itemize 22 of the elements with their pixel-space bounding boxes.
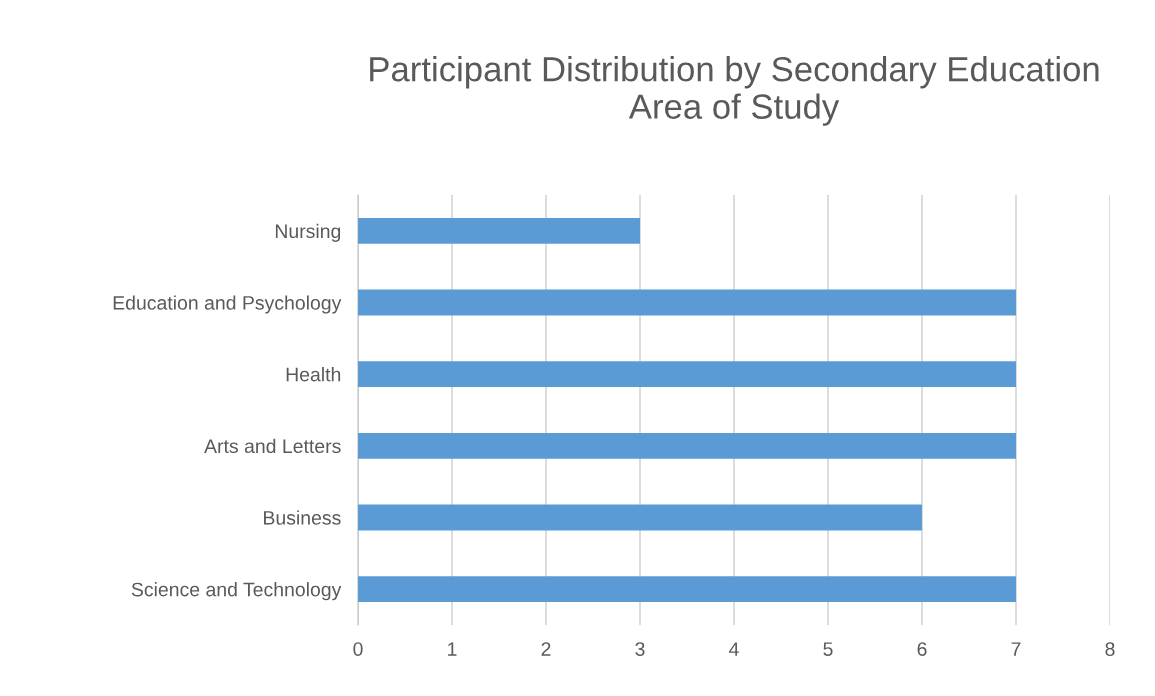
y-tick-label: Business — [264, 510, 341, 525]
x-tick-label: 1 — [448, 642, 457, 656]
y-tick-label: Health — [286, 367, 341, 382]
x-tick-label: 8 — [1105, 642, 1115, 656]
chart-title: Participant Distribution by Secondary Education Area of Study — [370, 56, 1099, 126]
bar — [358, 432, 1016, 459]
x-tick-label: 2 — [541, 642, 551, 656]
y-tick-label: Science and Technology — [131, 582, 342, 601]
x-tick-label: 3 — [635, 642, 645, 656]
bar — [358, 576, 1016, 603]
x-tick-label: 6 — [917, 642, 927, 656]
y-tick-label: Nursing — [275, 223, 341, 242]
y-tick-label: Education and Psychology — [113, 295, 342, 314]
bar — [358, 504, 922, 531]
x-tick-label: 7 — [1011, 642, 1021, 656]
bar — [358, 361, 1016, 388]
x-tick-label: 4 — [729, 642, 739, 656]
y-tick-label: Arts and Letters — [204, 438, 341, 454]
x-tick-label: 5 — [823, 642, 833, 656]
bar — [358, 289, 1016, 316]
bar — [358, 217, 640, 244]
x-tick-label: 0 — [353, 642, 363, 656]
